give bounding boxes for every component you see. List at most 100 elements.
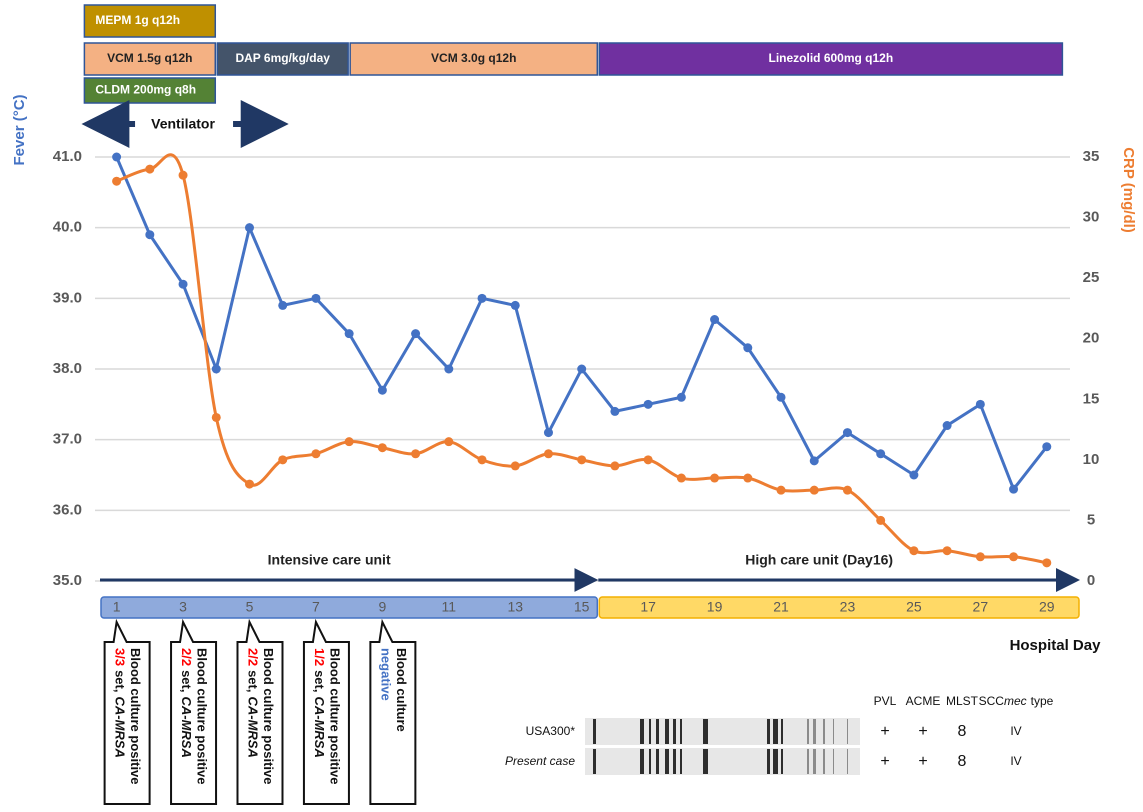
data-point bbox=[511, 301, 520, 310]
therapy-label: CLDM 200mg q8h bbox=[95, 83, 196, 97]
data-point bbox=[677, 474, 686, 483]
data-point bbox=[644, 455, 653, 464]
gel-band bbox=[823, 749, 825, 774]
x-tick-label: 15 bbox=[574, 599, 590, 615]
gel-band bbox=[807, 719, 809, 744]
gel-band bbox=[673, 749, 676, 774]
y2-tick-label: 5 bbox=[1087, 511, 1095, 528]
x-tick-label: 29 bbox=[1039, 599, 1055, 615]
gel-band bbox=[833, 749, 834, 774]
table-cell: 8 bbox=[958, 723, 967, 740]
data-point bbox=[743, 474, 752, 483]
x-tick-label: 27 bbox=[973, 599, 989, 615]
data-point bbox=[444, 437, 453, 446]
y-tick-label: 35.0 bbox=[53, 572, 82, 589]
data-point bbox=[544, 428, 553, 437]
row-label: Present case bbox=[505, 754, 575, 768]
series-line bbox=[117, 155, 1047, 563]
data-point bbox=[345, 437, 354, 446]
gel-lane bbox=[585, 748, 860, 775]
gel-band bbox=[813, 749, 816, 774]
x-tick-label: 3 bbox=[179, 599, 187, 615]
culture-suffix: set, bbox=[245, 670, 260, 692]
table-cell: IV bbox=[1010, 754, 1021, 768]
data-point bbox=[976, 400, 985, 409]
data-point bbox=[644, 400, 653, 409]
data-point bbox=[943, 546, 952, 555]
data-point bbox=[478, 294, 487, 303]
culture-suffix: set, bbox=[311, 670, 326, 692]
chart: Fever (°C) CRP (mg/dl) Hospital Day 35.0… bbox=[0, 0, 1143, 807]
data-point bbox=[810, 456, 819, 465]
data-point bbox=[378, 386, 387, 395]
data-point bbox=[212, 413, 221, 422]
y-tick-label: 40.0 bbox=[53, 219, 82, 236]
data-point bbox=[1042, 442, 1051, 451]
data-point bbox=[743, 343, 752, 352]
x-tick-label: 13 bbox=[507, 599, 523, 615]
x-tick-label: 21 bbox=[773, 599, 789, 615]
culture-title: Blood culture positive bbox=[128, 648, 143, 785]
ward-label: High care unit (Day16) bbox=[745, 552, 893, 568]
culture-result: negative bbox=[378, 648, 393, 701]
gel-band bbox=[673, 719, 676, 744]
data-point bbox=[411, 329, 420, 338]
y2-tick-label: 15 bbox=[1083, 390, 1100, 407]
data-point bbox=[278, 301, 287, 310]
table-header: ACME bbox=[906, 694, 941, 708]
data-point bbox=[777, 486, 786, 495]
data-point bbox=[1042, 558, 1051, 567]
culture-suffix: set, bbox=[112, 670, 127, 692]
gel-band bbox=[823, 719, 825, 744]
data-point bbox=[212, 365, 221, 374]
data-point bbox=[378, 443, 387, 452]
therapy-label: VCM 3.0g q12h bbox=[431, 51, 516, 65]
data-point bbox=[478, 455, 487, 464]
data-point bbox=[777, 393, 786, 402]
data-point bbox=[1009, 552, 1018, 561]
data-point bbox=[179, 171, 188, 180]
culture-detail: 2/2set,CA-MRSA bbox=[179, 648, 194, 758]
table-cell: 8 bbox=[958, 753, 967, 770]
culture-suffix: set, bbox=[179, 670, 194, 692]
culture-title: Blood culture positive bbox=[261, 648, 276, 785]
table-header: MLST bbox=[946, 694, 979, 708]
gel-band bbox=[703, 749, 708, 774]
data-point bbox=[577, 365, 586, 374]
x-tick-label: 25 bbox=[906, 599, 922, 615]
x-tick-label: 7 bbox=[312, 599, 320, 615]
culture-count: 1/2 bbox=[311, 648, 326, 666]
y2-axis-label: CRP (mg/dl) bbox=[1120, 147, 1137, 233]
gel-band bbox=[656, 719, 659, 744]
gel-band bbox=[781, 719, 783, 744]
culture-detail: negative bbox=[378, 648, 393, 701]
culture-organism: CA-MRSA bbox=[311, 696, 326, 757]
culture-organism: CA-MRSA bbox=[245, 696, 260, 757]
therapy-label: MEPM 1g q12h bbox=[95, 13, 180, 27]
x-tick-label: 23 bbox=[840, 599, 856, 615]
data-point bbox=[145, 165, 154, 174]
ventilator-label: Ventilator bbox=[151, 116, 215, 132]
data-point bbox=[843, 486, 852, 495]
data-point bbox=[345, 329, 354, 338]
data-point bbox=[245, 223, 254, 232]
gel-band bbox=[807, 749, 809, 774]
gel-band bbox=[593, 719, 596, 744]
data-point bbox=[909, 546, 918, 555]
y2-tick-label: 0 bbox=[1087, 572, 1095, 589]
x-tick-label: 17 bbox=[640, 599, 656, 615]
y-tick-label: 38.0 bbox=[53, 360, 82, 377]
gel-band bbox=[847, 749, 848, 774]
data-point bbox=[179, 280, 188, 289]
x-tick-label: 1 bbox=[113, 599, 121, 615]
y2-tick-label: 10 bbox=[1083, 451, 1100, 468]
data-point bbox=[876, 516, 885, 525]
table-cell: + bbox=[880, 723, 889, 740]
y2-tick-label: 20 bbox=[1083, 330, 1100, 347]
data-point bbox=[444, 365, 453, 374]
data-point bbox=[544, 449, 553, 458]
culture-detail: 3/3set,CA-MRSA bbox=[112, 648, 127, 758]
data-point bbox=[411, 449, 420, 458]
ward-label: Intensive care unit bbox=[268, 552, 391, 568]
y2-tick-label: 25 bbox=[1083, 269, 1100, 286]
